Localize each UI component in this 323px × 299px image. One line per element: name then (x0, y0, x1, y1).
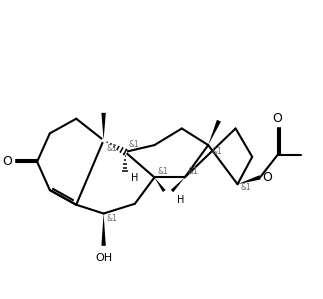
Text: O: O (273, 112, 283, 125)
Text: &1: &1 (188, 167, 198, 176)
Text: H: H (131, 173, 138, 184)
Text: O: O (2, 155, 12, 168)
Text: &1: &1 (107, 144, 117, 152)
Polygon shape (237, 175, 261, 184)
Polygon shape (154, 177, 166, 192)
Text: OH: OH (95, 253, 112, 263)
Text: &1: &1 (107, 214, 117, 223)
Polygon shape (171, 177, 185, 192)
Text: &1: &1 (211, 147, 222, 156)
Text: H: H (177, 195, 184, 205)
Polygon shape (101, 113, 106, 140)
Text: &1: &1 (240, 183, 251, 192)
Text: &1: &1 (128, 140, 139, 149)
Text: O: O (262, 171, 272, 184)
Text: &1: &1 (157, 167, 168, 176)
Polygon shape (101, 213, 106, 246)
Polygon shape (208, 120, 221, 145)
